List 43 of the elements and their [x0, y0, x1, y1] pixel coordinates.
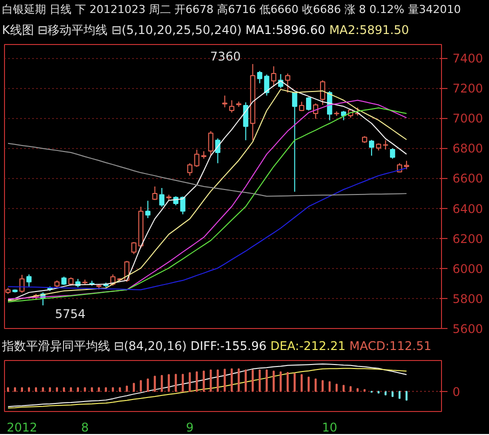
series-label: DIFF:-155.96: [190, 339, 267, 353]
x-tick-label: 10: [322, 420, 338, 434]
y-tick-label: 6800: [452, 142, 484, 156]
chart-title: 白银延期 日线 下 20121023 周二 开6678 高6716 低6660 收6686 涨 8 0.12% 量342010: [2, 3, 461, 16]
candlestick: [208, 130, 214, 156]
line-series: [7, 168, 408, 290]
chart-title: 指数平滑异同平均线 ⊟(84,20,16): [2, 339, 187, 353]
candlestick: [285, 73, 290, 94]
y-tick-label: 6600: [452, 172, 484, 186]
line-series: [7, 142, 408, 197]
y-tick-label: 7200: [452, 82, 484, 96]
y-tick-label: 7000: [452, 112, 484, 126]
chart-subtitle: K线图 ⊟移动平均线 ⊟(5,10,20,25,50,240): [2, 23, 242, 37]
y-tick-label: 6200: [452, 232, 484, 246]
candlestick: [229, 100, 234, 114]
x-tick-label: 9: [186, 420, 194, 434]
y-tick-label: 5800: [452, 292, 484, 306]
candlestick: [390, 148, 396, 160]
y-tick-label: 6400: [452, 202, 484, 216]
candlestick: [292, 91, 298, 192]
candlestick: [145, 200, 150, 219]
series-label: DEA:-212.21: [270, 339, 346, 353]
candlestick: [159, 188, 164, 208]
candlestick: [306, 96, 312, 111]
y-tick-label: 7400: [452, 52, 484, 66]
y-tick-label: 6000: [452, 262, 484, 276]
candlestick: [26, 274, 32, 287]
x-tick-label: 2012: [6, 420, 38, 434]
candlestick: [368, 139, 374, 156]
ref-line-label: 0: [452, 384, 460, 399]
candlestick: [271, 66, 276, 87]
candlestick: [222, 95, 228, 108]
candlestick: [243, 102, 248, 141]
text: MACD:112.51: [349, 339, 432, 353]
candlestick: [152, 186, 158, 201]
x-tick-label: 8: [81, 420, 89, 434]
annotation: 7360: [210, 50, 241, 64]
text: MA2:5891.50: [329, 23, 410, 37]
y-tick-label: 5600: [452, 322, 484, 336]
candlestick: [215, 138, 220, 164]
candlestick: [320, 80, 326, 106]
text: MA1:5896.60: [246, 23, 326, 37]
annotation: 5754: [54, 306, 86, 321]
